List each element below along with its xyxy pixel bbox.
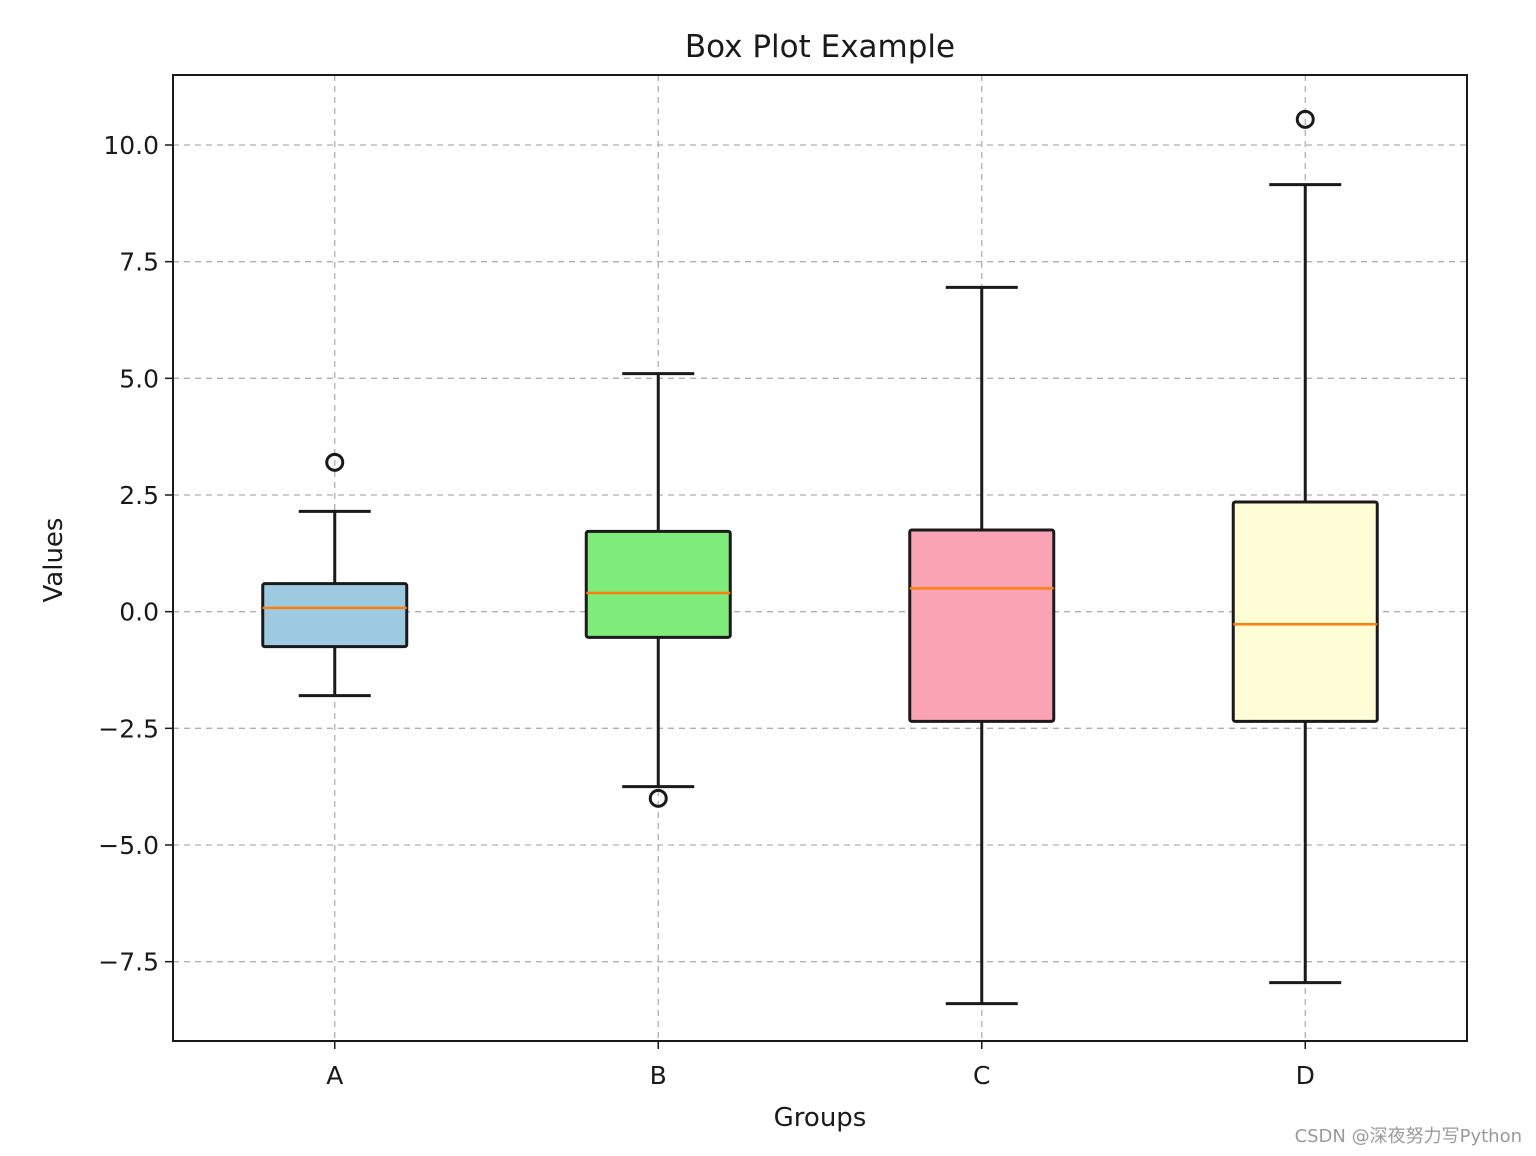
box-D [1231, 109, 1379, 985]
y-tick-label: 2.5 [119, 481, 159, 510]
box-B [584, 372, 732, 808]
outlier-point [1295, 109, 1315, 129]
y-tick-label: 5.0 [119, 364, 159, 393]
iqr-box [908, 528, 1056, 723]
iqr-box [1231, 500, 1379, 723]
plot-frame [172, 74, 1468, 1042]
outlier-point [325, 452, 345, 472]
y-tick-label: −7.5 [98, 948, 159, 977]
y-tick-label: −2.5 [98, 714, 159, 743]
x-axis-label: Groups [774, 1103, 867, 1133]
x-tick-label: B [650, 1061, 667, 1090]
box-A [261, 452, 409, 698]
y-tick-label: 7.5 [119, 248, 159, 277]
outlier-point [648, 788, 668, 808]
y-axis-label: Values [39, 518, 69, 603]
watermark: CSDN @深夜努力写Python [1294, 1126, 1522, 1147]
box-group [261, 109, 1379, 1006]
x-tick-label: C [973, 1061, 990, 1090]
iqr-box [584, 529, 732, 639]
iqr-box [261, 582, 409, 649]
y-axis-ticks: −7.5 −5.0 −2.5 0.0 2.5 5.0 7.5 10.0 [98, 131, 173, 977]
x-tick-label: D [1296, 1061, 1315, 1090]
chart-title: Box Plot Example [685, 29, 955, 65]
box-C [908, 285, 1056, 1006]
y-tick-label: 0.0 [119, 598, 159, 627]
y-tick-label: −5.0 [98, 831, 159, 860]
x-axis-ticks: A B C D [326, 1041, 1315, 1090]
x-tick-label: A [326, 1061, 343, 1090]
y-tick-label: 10.0 [103, 131, 159, 160]
